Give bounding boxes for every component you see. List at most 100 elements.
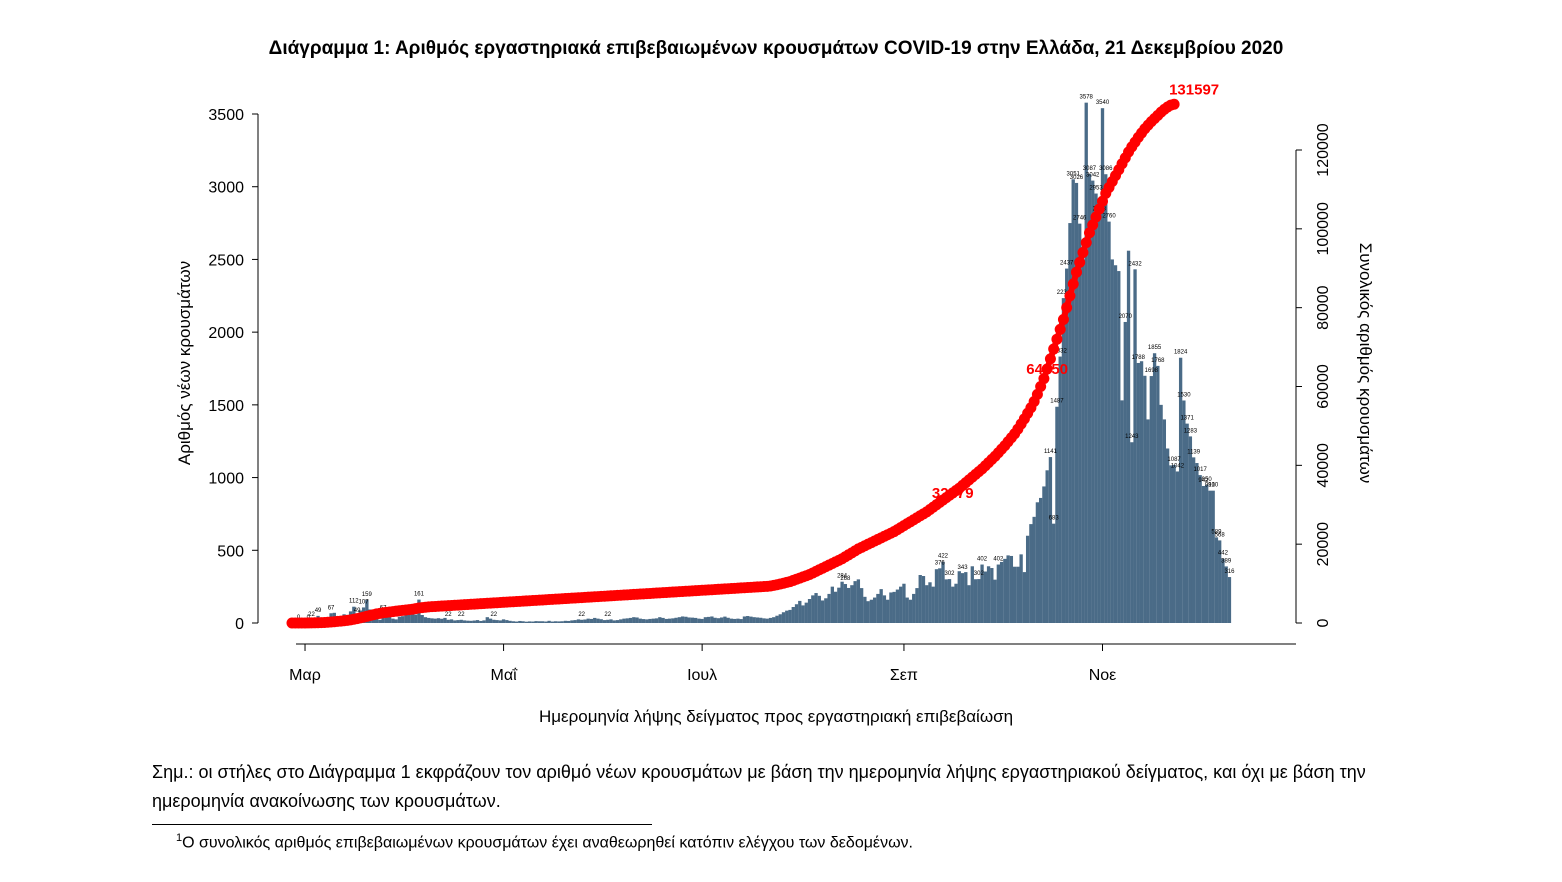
bar (859, 588, 864, 623)
bar (739, 619, 743, 623)
bar (889, 592, 893, 623)
bar (869, 599, 874, 623)
bar (586, 618, 590, 623)
bar (824, 598, 828, 623)
cumulative-point (1067, 278, 1079, 290)
bar (872, 597, 877, 623)
bar (781, 612, 786, 623)
bar (1035, 502, 1040, 623)
bar (443, 617, 447, 623)
bar (820, 600, 825, 623)
bar (524, 621, 529, 623)
bar-value-label: 3087 (1083, 166, 1097, 172)
bar (664, 618, 668, 623)
bar-value-label: 1698 (1145, 368, 1159, 374)
bar-value-label: 389 (1221, 558, 1232, 564)
y-tick-label: 3500 (208, 107, 244, 124)
bar-value-label: 302 (974, 571, 985, 577)
bar (752, 617, 756, 623)
bar (492, 619, 496, 623)
bar (440, 618, 444, 623)
bar (505, 620, 509, 623)
y2-tick-label: 100000 (1315, 202, 1332, 255)
bar (537, 621, 542, 623)
bar (830, 586, 834, 623)
bar-value-label: 3578 (1080, 95, 1094, 101)
bar (759, 617, 763, 623)
bar (544, 621, 548, 623)
bar-value-label: 910 (1208, 483, 1219, 489)
cumulative-point (1074, 256, 1086, 268)
bar (622, 618, 626, 623)
bar (625, 618, 629, 623)
bar (547, 620, 551, 623)
bar (1074, 182, 1079, 623)
cumulative-point (1057, 313, 1069, 325)
bar-value-label: 568 (1215, 532, 1226, 538)
cumulative-point (1051, 333, 1063, 345)
bar (801, 605, 805, 623)
bar (394, 619, 398, 623)
bar (762, 618, 766, 623)
bar (580, 619, 584, 623)
bar (1195, 463, 1199, 623)
bar (407, 614, 411, 623)
bar (853, 581, 857, 623)
bar-value-label: 1832 (1054, 349, 1068, 355)
cumulative-point (1061, 302, 1073, 314)
x-tick-label: Μαΐ (491, 667, 519, 684)
bar (866, 601, 870, 623)
bar (934, 569, 939, 623)
bar (1065, 268, 1069, 623)
bar (612, 620, 616, 623)
bar (593, 617, 597, 623)
y2-tick-label: 0 (1315, 618, 1332, 627)
bar (1022, 572, 1027, 623)
bar (1045, 470, 1049, 623)
bar (628, 617, 633, 623)
bar-value-label: 22 (604, 612, 611, 618)
bar (772, 617, 776, 623)
bar (1110, 259, 1114, 623)
bar (990, 568, 994, 623)
x-tick-label: Μαρ (289, 667, 321, 684)
bar-value-label: 161 (414, 592, 425, 598)
bar-value-label: 422 (938, 554, 949, 560)
bar (977, 579, 981, 623)
bars-series (290, 102, 1232, 624)
bar (980, 564, 984, 623)
cumulative-point (1080, 237, 1092, 249)
bar (427, 617, 431, 623)
cumulative-point (1041, 363, 1053, 375)
bar (599, 619, 603, 623)
bar (941, 561, 945, 623)
bar (811, 595, 815, 623)
bar (716, 618, 721, 623)
bar (1042, 486, 1046, 623)
bar-value-label: 343 (958, 565, 969, 571)
bar (680, 616, 685, 623)
bar (498, 620, 502, 623)
bar-value-label: 284 (837, 574, 848, 580)
bar (1029, 524, 1033, 623)
bar-value-label: 67 (328, 605, 335, 611)
x-tick-label: Νοε (1089, 667, 1117, 684)
bar (674, 617, 678, 623)
bar (996, 564, 1001, 623)
bar (596, 618, 600, 623)
bar (436, 618, 441, 623)
bar-value-label: 1017 (1193, 467, 1207, 473)
bar (540, 621, 545, 623)
bar (1149, 376, 1153, 623)
bar (397, 616, 402, 623)
bar-value-label: 302 (945, 571, 956, 577)
bar-value-label: 22 (490, 612, 497, 618)
bar (1068, 223, 1072, 624)
bar (557, 621, 561, 623)
bar-value-label: 2070 (1119, 314, 1133, 320)
bar-value-label: 22 (458, 612, 465, 618)
y2-tick-label: 40000 (1315, 443, 1332, 488)
bar (879, 589, 883, 623)
bar-value-label: 402 (993, 557, 1004, 563)
bar (928, 582, 932, 623)
